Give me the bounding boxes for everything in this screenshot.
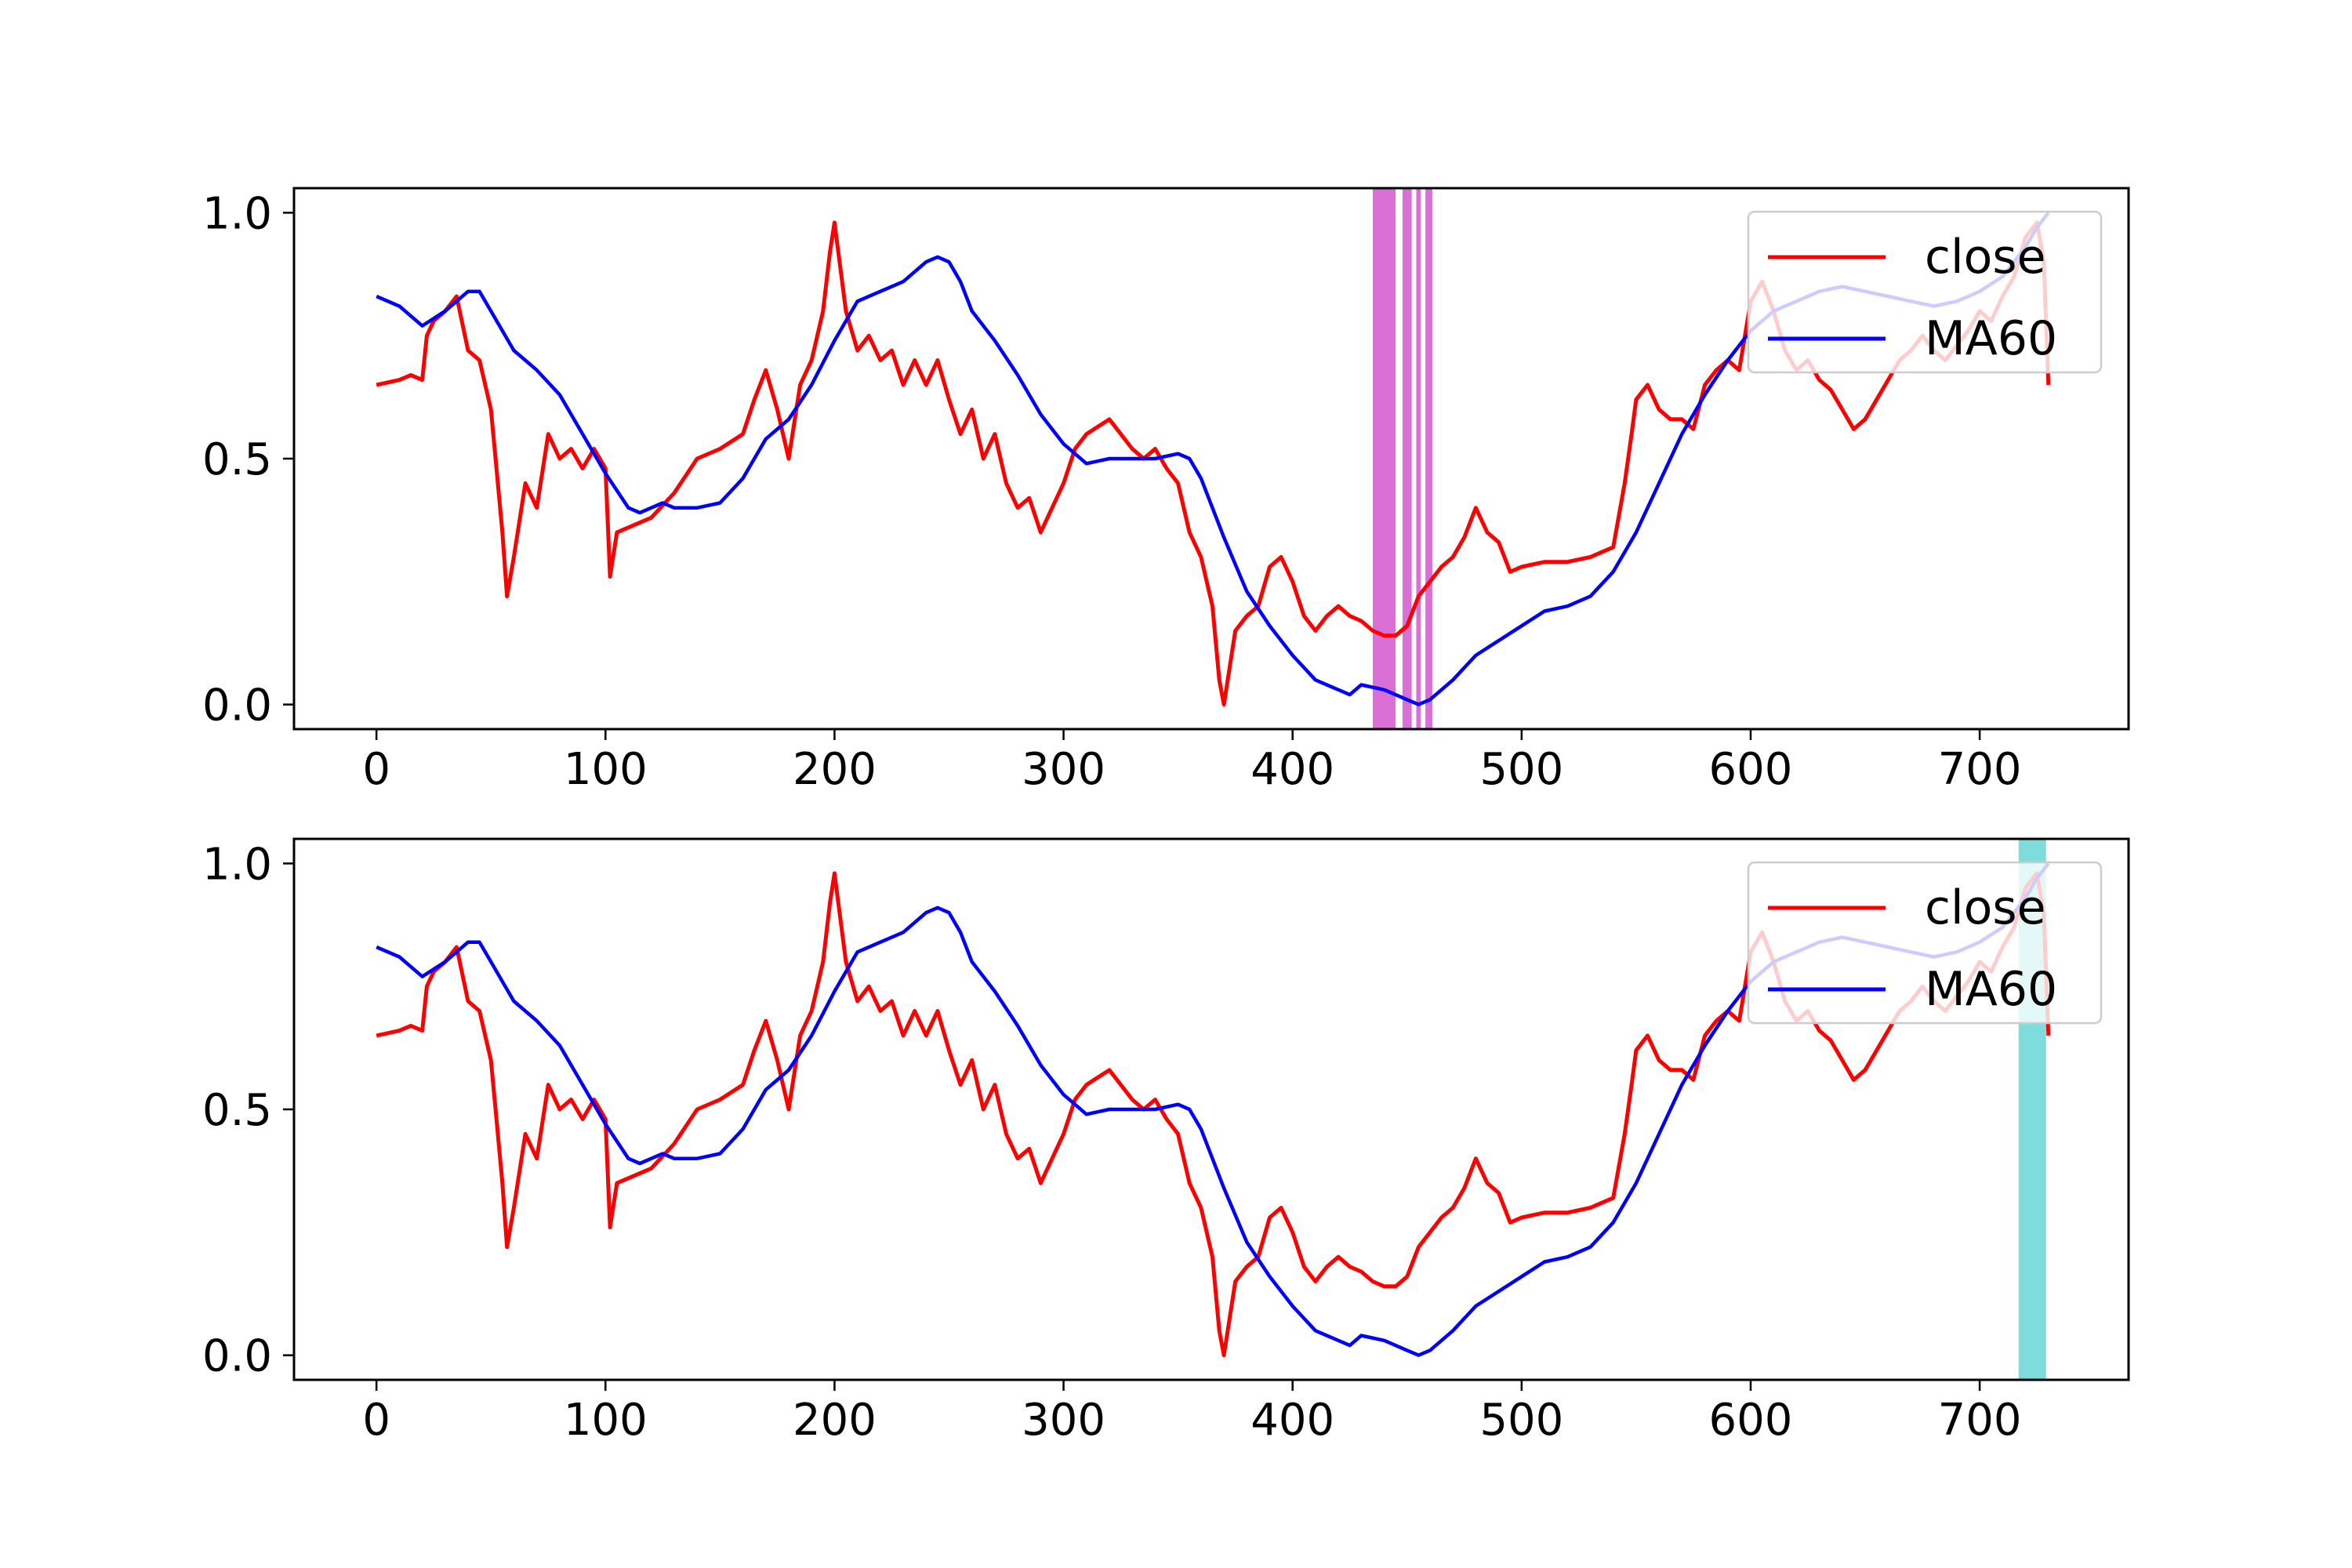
x-tick-label: 600 [1709, 744, 1793, 795]
x-tick-label: 500 [1479, 1395, 1563, 1446]
x-tick-label: 700 [1938, 744, 2022, 795]
y-tick-label: 0.5 [202, 1085, 272, 1136]
y-tick-label: 1.0 [202, 839, 272, 890]
legend-label-close: close [1925, 230, 2046, 285]
legend: close MA60 [1747, 861, 2103, 1025]
x-tick-label: 400 [1250, 1395, 1334, 1446]
x-tick-label: 100 [564, 744, 648, 795]
plot-area [376, 188, 2051, 729]
x-tick-label: 0 [362, 1395, 390, 1446]
x-tick-label: 100 [564, 1395, 648, 1446]
legend-label-ma60: MA60 [1925, 311, 2057, 366]
legend: close MA60 [1747, 210, 2103, 374]
highlight-band-2 [1402, 188, 1412, 729]
y-tick-label: 0.5 [202, 434, 272, 485]
x-tick-label: 200 [793, 1395, 877, 1446]
subplot-1: 0 100 200 300 400 500 600 700 0.0 0.5 1.0 close MA60 [202, 187, 2130, 795]
legend-label-ma60: MA60 [1925, 962, 2057, 1017]
x-tick-label: 600 [1709, 1395, 1793, 1446]
x-tick-label: 300 [1022, 1395, 1105, 1446]
x-tick-label: 500 [1479, 744, 1563, 795]
highlight-band-1 [1372, 188, 1396, 729]
x-tick-label: 700 [1938, 1395, 2022, 1446]
legend-box [1747, 861, 2103, 1025]
x-tick-label: 400 [1250, 744, 1334, 795]
x-tick-label: 200 [793, 744, 877, 795]
highlight-band-4 [1425, 188, 1432, 729]
x-tick-label: 300 [1022, 744, 1105, 795]
legend-label-close: close [1925, 880, 2046, 935]
legend-box [1747, 210, 2103, 374]
subplot-2: 0 100 200 300 400 500 600 700 0.0 0.5 1.0 close MA60 [202, 837, 2130, 1446]
x-tick-label: 0 [362, 744, 390, 795]
highlight-band-3 [1416, 188, 1421, 729]
y-tick-label: 0.0 [202, 1331, 272, 1382]
y-tick-label: 1.0 [202, 188, 272, 239]
y-tick-label: 0.0 [202, 681, 272, 731]
